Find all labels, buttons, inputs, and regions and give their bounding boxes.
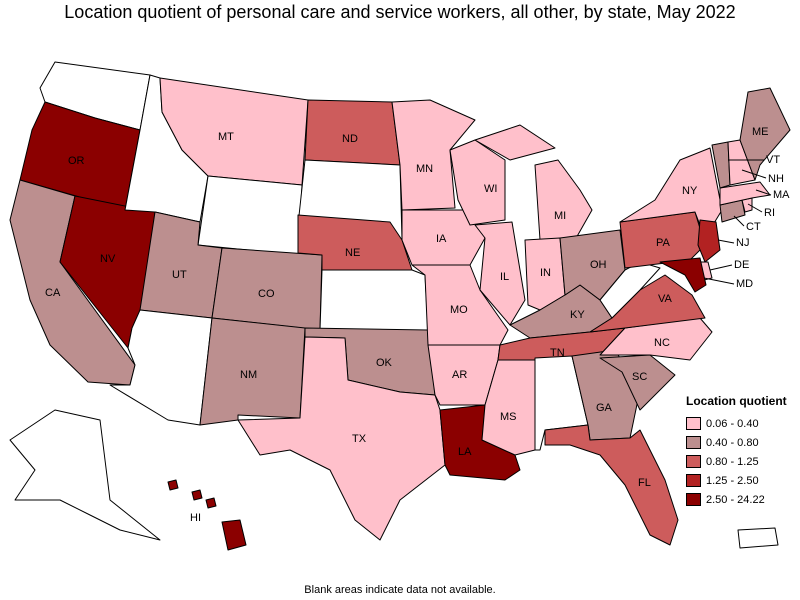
state-FL[interactable] xyxy=(544,424,679,546)
legend-label: 2.50 - 24.22 xyxy=(706,493,765,506)
state-NJ[interactable] xyxy=(697,219,721,263)
label-NJ: NJ xyxy=(736,237,749,249)
label-IN: IN xyxy=(540,267,551,279)
state-MO[interactable] xyxy=(411,264,509,346)
legend-item: 0.06 - 0.40 xyxy=(686,414,796,433)
label-VA: VA xyxy=(658,293,673,305)
map-title: Location quotient of personal care and s… xyxy=(64,2,736,22)
label-DE: DE xyxy=(734,259,749,271)
state-MA[interactable] xyxy=(719,181,771,206)
legend-item: 2.50 - 24.22 xyxy=(686,490,796,509)
legend-item: 1.25 - 2.50 xyxy=(686,471,796,490)
legend-swatch xyxy=(686,493,701,506)
label-GA: GA xyxy=(596,402,613,414)
legend: Location quotient 0.06 - 0.40 0.40 - 0.80… xyxy=(686,394,796,509)
label-NV: NV xyxy=(100,253,116,265)
label-MO: MO xyxy=(450,304,468,316)
label-KY: KY xyxy=(570,309,585,321)
label-TN: TN xyxy=(550,347,565,359)
legend-label: 0.06 - 0.40 xyxy=(706,417,759,430)
legend-item: 0.80 - 1.25 xyxy=(686,452,796,471)
legend-item: 0.40 - 0.80 xyxy=(686,433,796,452)
label-leader-lines xyxy=(703,159,772,285)
state-MD[interactable] xyxy=(659,257,707,293)
label-MN: MN xyxy=(416,163,433,175)
label-ME: ME xyxy=(752,126,769,138)
territory-PR[interactable] xyxy=(737,527,779,549)
label-MS: MS xyxy=(500,411,517,423)
label-MD: MD xyxy=(736,278,753,290)
label-UT: UT xyxy=(172,269,187,281)
state-ME[interactable] xyxy=(739,87,791,181)
legend-label: 0.40 - 0.80 xyxy=(706,436,759,449)
label-OR: OR xyxy=(68,155,85,167)
legend-swatch xyxy=(686,455,701,468)
label-ND: ND xyxy=(342,133,358,145)
state-TX[interactable] xyxy=(237,336,446,541)
label-FL: FL xyxy=(638,477,651,489)
state-WY[interactable] xyxy=(197,175,303,256)
footnote: Blank areas indicate data not available. xyxy=(304,584,496,596)
label-CA: CA xyxy=(45,287,61,299)
state-MN[interactable] xyxy=(391,99,476,211)
label-OH: OH xyxy=(590,259,607,271)
label-HI: HI xyxy=(190,512,201,524)
label-NE: NE xyxy=(345,247,360,259)
label-NC: NC xyxy=(654,337,670,349)
state-NY[interactable] xyxy=(619,147,723,239)
label-VT: VT xyxy=(766,154,780,166)
label-CT: CT xyxy=(746,221,761,233)
legend-title: Location quotient xyxy=(686,394,787,408)
label-TX: TX xyxy=(352,433,367,445)
label-IL: IL xyxy=(500,271,509,283)
state-WV[interactable] xyxy=(599,261,661,319)
label-IA: IA xyxy=(436,233,447,245)
label-NM: NM xyxy=(240,369,257,381)
label-NH: NH xyxy=(768,173,784,185)
label-LA: LA xyxy=(458,446,472,458)
label-MI: MI xyxy=(554,210,566,222)
legend-swatch xyxy=(686,417,701,430)
label-RI: RI xyxy=(764,207,775,219)
label-AR: AR xyxy=(452,369,467,381)
legend-label: 1.25 - 2.50 xyxy=(706,474,759,487)
state-AK[interactable] xyxy=(9,409,161,541)
label-SC: SC xyxy=(632,371,647,383)
state-KS[interactable] xyxy=(319,269,429,331)
label-CO: CO xyxy=(258,288,275,300)
legend-swatch xyxy=(686,436,701,449)
label-NY: NY xyxy=(682,185,698,197)
label-MA: MA xyxy=(773,189,790,201)
label-OK: OK xyxy=(376,357,393,369)
legend-label: 0.80 - 1.25 xyxy=(706,455,759,468)
state-HI[interactable] xyxy=(167,479,247,551)
label-WI: WI xyxy=(484,183,497,195)
label-PA: PA xyxy=(656,237,671,249)
label-MT: MT xyxy=(218,131,234,143)
legend-swatch xyxy=(686,474,701,487)
